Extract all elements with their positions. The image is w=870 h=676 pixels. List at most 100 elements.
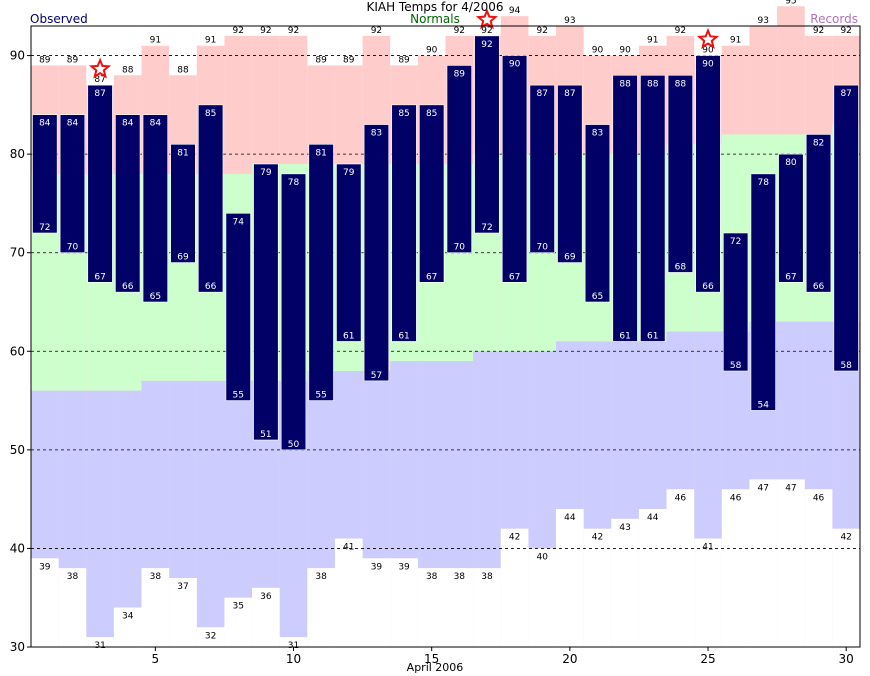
- plot-border: [30, 25, 861, 648]
- observed-high-label: 88: [647, 79, 659, 89]
- below-record-low: [666, 489, 695, 647]
- record-low-label: 41: [343, 543, 354, 553]
- observed-high-label: 80: [785, 158, 797, 168]
- record-high-label: 90: [426, 46, 438, 56]
- legend-records: Records: [810, 12, 858, 26]
- record-low-label: 35: [233, 602, 244, 612]
- observed-bar: [584, 124, 611, 303]
- record-low-label: 32: [205, 631, 216, 641]
- observed-bar: [308, 143, 334, 401]
- observed-high-label: 81: [315, 148, 326, 158]
- record-low-label: 36: [260, 592, 272, 602]
- record-low-band: [777, 321, 805, 480]
- observed-low-label: 67: [94, 272, 105, 282]
- record-low-label: 38: [454, 572, 466, 582]
- observed-low-label: 65: [150, 292, 161, 302]
- record-low-label: 44: [564, 513, 576, 523]
- observed-bar: [833, 84, 859, 372]
- observed-low-label: 50: [288, 440, 300, 450]
- record-high-label: 92: [288, 26, 299, 36]
- record-low-label: 43: [619, 523, 630, 533]
- observed-low-label: 55: [233, 391, 244, 401]
- record-high-label: 92: [371, 26, 382, 36]
- record-high-label: 91: [205, 36, 216, 46]
- record-low-label: 42: [592, 533, 603, 543]
- record-high-label: 92: [536, 26, 547, 36]
- record-high-label: 92: [233, 26, 244, 36]
- observed-high-label: 82: [813, 138, 824, 148]
- record-low-band: [307, 371, 335, 569]
- observed-high-label: 79: [260, 168, 272, 178]
- observed-bar: [87, 84, 113, 283]
- record-low-label: 38: [150, 572, 162, 582]
- observed-low-label: 66: [122, 282, 134, 292]
- record-high-label: 92: [675, 26, 686, 36]
- record-high-label: 90: [619, 46, 631, 56]
- observed-low-label: 66: [813, 282, 825, 292]
- observed-bar: [778, 153, 804, 283]
- observed-bar: [280, 173, 307, 451]
- record-high-label: 92: [481, 26, 492, 36]
- record-high-label: 94: [509, 6, 521, 16]
- observed-bar: [142, 114, 168, 303]
- record-low-label: 39: [371, 562, 383, 572]
- below-record-low: [196, 627, 225, 647]
- observed-high-label: 84: [67, 119, 79, 129]
- observed-low-label: 58: [840, 361, 852, 371]
- observed-high-label: 90: [509, 60, 521, 70]
- observed-low-label: 70: [536, 243, 548, 253]
- below-record-low: [832, 528, 860, 647]
- observed-bar: [59, 114, 86, 254]
- below-record-low: [390, 558, 418, 647]
- observed-low-label: 57: [371, 371, 382, 381]
- below-record-low: [638, 509, 667, 647]
- x-tick-label: 15: [424, 652, 439, 666]
- observed-high-label: 87: [840, 89, 851, 99]
- below-record-low: [334, 538, 363, 647]
- below-record-low: [279, 637, 308, 647]
- record-low-label: 44: [647, 513, 659, 523]
- record-low-label: 42: [840, 533, 851, 543]
- record-low-band: [500, 351, 529, 529]
- record-high-label: 88: [177, 65, 189, 75]
- record-low-label: 31: [288, 641, 299, 651]
- below-record-low: [583, 528, 612, 647]
- observed-high-label: 89: [454, 69, 466, 79]
- observed-low-label: 61: [619, 331, 630, 341]
- observed-low-label: 72: [481, 223, 492, 233]
- record-low-label: 46: [813, 493, 825, 503]
- record-low-label: 39: [398, 562, 410, 572]
- observed-bar: [501, 55, 528, 283]
- record-low-band: [473, 351, 501, 569]
- observed-low-label: 68: [675, 262, 687, 272]
- record-low-label: 39: [39, 562, 51, 572]
- record-low-label: 47: [758, 483, 769, 493]
- record-high-label: 91: [730, 36, 741, 46]
- record-low-band: [694, 331, 722, 539]
- observed-low-label: 54: [758, 400, 770, 410]
- below-record-low: [31, 558, 59, 647]
- record-low-label: 46: [730, 493, 742, 503]
- observed-low-label: 72: [39, 223, 50, 233]
- observed-high-label: 74: [233, 217, 245, 227]
- record-low-label: 34: [122, 612, 134, 622]
- legend-normals: Normals: [410, 12, 460, 26]
- y-tick-label: 40: [10, 541, 25, 555]
- below-record-low: [721, 489, 750, 647]
- record-low-label: 37: [177, 582, 188, 592]
- record-low-band: [804, 321, 833, 490]
- record-high-label: 88: [122, 65, 134, 75]
- observed-bar: [612, 74, 638, 342]
- record-low-label: 38: [315, 572, 327, 582]
- observed-high-label: 90: [702, 60, 714, 70]
- observed-bar: [474, 35, 500, 234]
- record-high-label: 92: [454, 26, 465, 36]
- observed-bar: [170, 143, 196, 263]
- observed-high-label: 87: [536, 89, 547, 99]
- record-low-band: [556, 341, 584, 509]
- observed-high-label: 92: [481, 40, 492, 50]
- y-tick-label: 90: [10, 49, 25, 63]
- record-low-band: [334, 371, 363, 539]
- below-record-low: [777, 479, 805, 647]
